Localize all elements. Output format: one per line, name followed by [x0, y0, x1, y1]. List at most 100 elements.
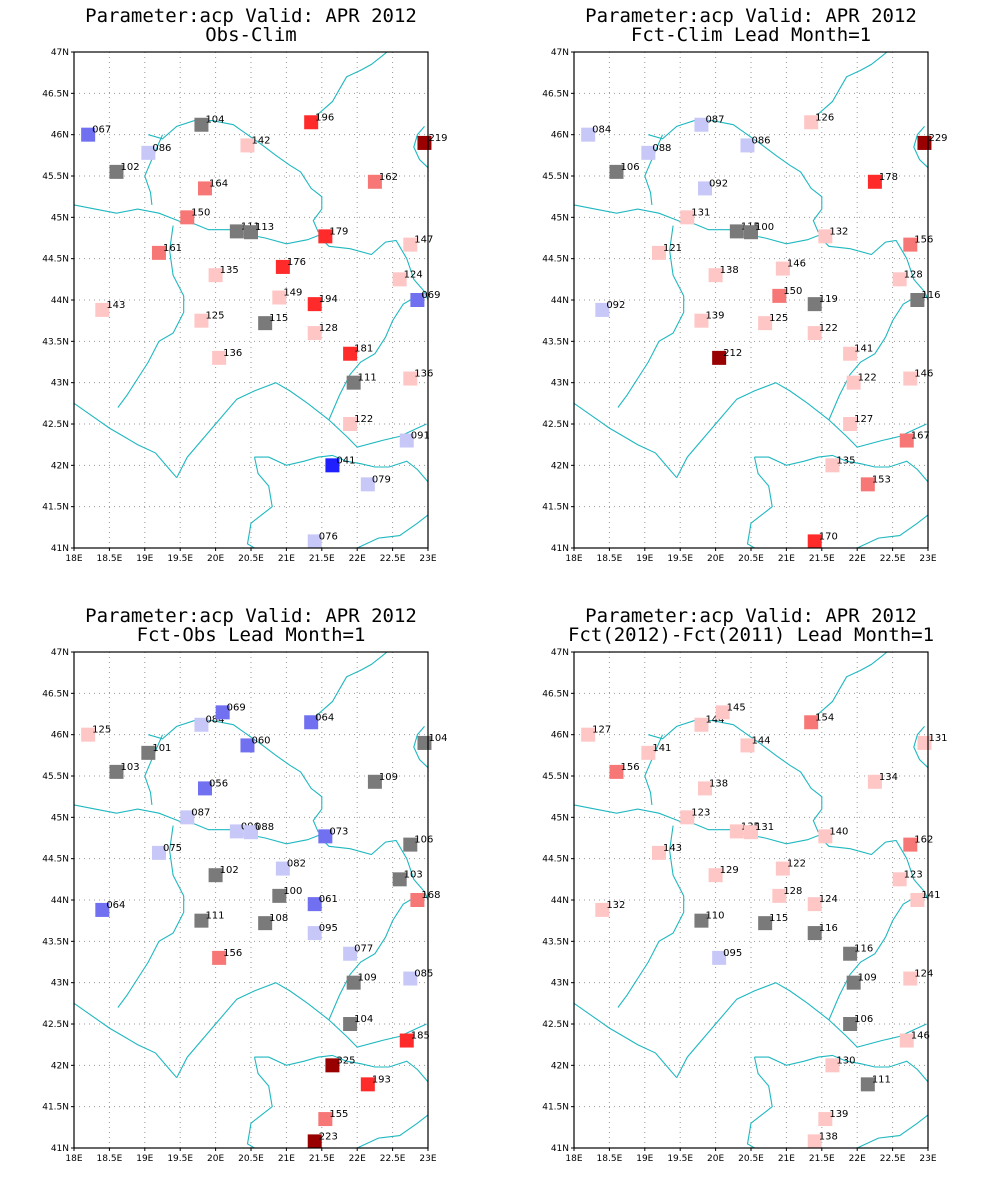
- station-value-label: 127: [854, 414, 873, 425]
- station-marker: [867, 174, 882, 189]
- border-line: [676, 982, 927, 1078]
- station-value-label: 132: [829, 226, 848, 237]
- border-line: [312, 51, 388, 123]
- border-line: [648, 720, 823, 833]
- station-value-label: 086: [152, 143, 171, 154]
- station-marker: [81, 127, 96, 142]
- y-tick-label: 45N: [551, 213, 569, 223]
- border-line: [246, 1056, 273, 1149]
- station-marker: [258, 316, 273, 331]
- x-tick-label: 18E: [65, 554, 82, 564]
- station-value-label: 170: [819, 531, 838, 542]
- station-value-label: 196: [315, 112, 334, 123]
- border-line: [144, 734, 164, 805]
- station-marker: [744, 825, 758, 840]
- station-marker: [609, 764, 624, 779]
- station-marker: [229, 824, 244, 839]
- station-value-label: 095: [723, 948, 742, 959]
- station-value-label: 104: [354, 1014, 373, 1025]
- station-value-label: 077: [354, 944, 373, 955]
- station-value-label: 075: [163, 843, 182, 854]
- station-value-label: 135: [220, 265, 239, 276]
- station-marker: [215, 705, 230, 720]
- station-value-label: 146: [911, 1031, 930, 1042]
- border-line: [176, 382, 427, 478]
- station-marker: [307, 1134, 322, 1149]
- border-line: [676, 382, 927, 478]
- x-tick-label: 23E: [419, 554, 436, 564]
- station-marker: [197, 181, 212, 196]
- station-value-label: 106: [414, 835, 433, 846]
- station-marker: [194, 117, 209, 132]
- station-value-label: 122: [354, 414, 373, 425]
- y-tick-label: 41.5N: [542, 503, 569, 513]
- x-tick-label: 19E: [636, 1154, 653, 1164]
- station-marker: [697, 781, 712, 796]
- station-marker: [272, 290, 287, 305]
- station-marker: [903, 971, 918, 986]
- station-value-label: 091: [411, 431, 430, 442]
- station-marker: [680, 810, 695, 825]
- station-marker: [910, 893, 925, 907]
- station-marker: [651, 845, 666, 860]
- station-marker: [595, 302, 610, 317]
- station-marker: [318, 1112, 333, 1127]
- x-tick-label: 19.5E: [667, 554, 693, 564]
- station-marker: [229, 224, 244, 239]
- station-value-label: 141: [854, 344, 873, 355]
- station-value-label: 087: [705, 115, 724, 126]
- station-value-label: 154: [815, 712, 834, 723]
- y-tick-label: 47N: [551, 48, 569, 58]
- station-marker: [141, 745, 156, 760]
- station-value-label: 156: [914, 235, 933, 246]
- station-value-label: 103: [120, 762, 139, 773]
- station-value-label: 139: [829, 1109, 848, 1120]
- station-value-label: 111: [358, 373, 377, 384]
- x-tick-label: 20.5E: [738, 554, 764, 564]
- station-value-label: 147: [414, 235, 433, 246]
- border-line: [148, 120, 323, 233]
- station-value-label: 082: [287, 859, 306, 870]
- station-value-label: 134: [879, 772, 898, 783]
- station-value-label: 064: [106, 900, 125, 911]
- station-value-label: 095: [319, 923, 338, 934]
- border-line: [246, 456, 273, 549]
- y-tick-label: 45.5N: [42, 172, 69, 182]
- y-tick-label: 42.5N: [42, 420, 69, 430]
- x-tick-label: 20E: [207, 1154, 224, 1164]
- station-value-label: 101: [152, 743, 171, 754]
- station-marker: [399, 1033, 414, 1048]
- station-marker: [212, 950, 227, 965]
- station-marker: [180, 810, 195, 825]
- x-tick-label: 21.5E: [809, 554, 835, 564]
- station-value-label: 138: [709, 778, 728, 789]
- station-value-label: 109: [858, 973, 877, 984]
- station-value-label: 067: [92, 125, 111, 136]
- station-value-label: 076: [319, 531, 338, 542]
- station-marker: [804, 115, 819, 130]
- station-value-label: 122: [819, 323, 838, 334]
- station-marker: [740, 738, 755, 753]
- station-marker: [240, 738, 255, 753]
- border-line: [254, 1054, 429, 1083]
- station-marker: [403, 371, 418, 386]
- station-value-label: 142: [251, 135, 270, 146]
- y-tick-label: 42.5N: [542, 420, 569, 430]
- station-marker: [892, 872, 907, 887]
- station-marker: [392, 872, 407, 887]
- station-marker: [141, 145, 156, 160]
- y-tick-label: 43N: [551, 379, 569, 389]
- station-value-label: 106: [620, 162, 639, 173]
- station-value-label: 144: [705, 715, 724, 726]
- border-line: [644, 734, 664, 805]
- station-value-label: 128: [319, 323, 338, 334]
- station-value-label: 150: [191, 207, 210, 218]
- x-tick-label: 21E: [278, 1154, 295, 1164]
- border-line: [254, 454, 429, 483]
- station-value-label: 084: [205, 715, 224, 726]
- station-marker: [109, 164, 124, 179]
- y-tick-label: 42N: [51, 461, 69, 471]
- station-marker: [609, 164, 624, 179]
- station-marker: [694, 313, 709, 328]
